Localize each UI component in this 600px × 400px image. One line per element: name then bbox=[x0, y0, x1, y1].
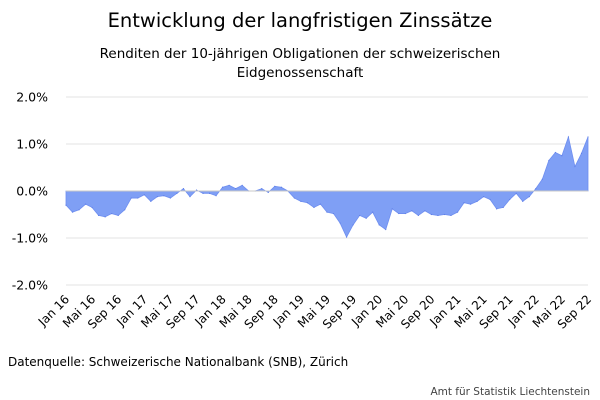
data-point bbox=[476, 200, 478, 202]
data-point bbox=[169, 197, 171, 199]
data-point bbox=[228, 184, 230, 186]
data-point bbox=[176, 192, 178, 194]
data-point bbox=[195, 189, 198, 191]
y-axis-tick-labels: -2.0% -1.0% 0.0% 1.0% 2.0% bbox=[12, 90, 48, 293]
data-point bbox=[306, 202, 309, 204]
data-point bbox=[215, 195, 217, 197]
data-point bbox=[417, 214, 419, 217]
data-point bbox=[352, 224, 354, 226]
data-point bbox=[130, 197, 132, 199]
y-tick-label: 1.0% bbox=[16, 137, 48, 152]
data-point bbox=[483, 196, 485, 198]
data-point bbox=[137, 197, 139, 199]
data-point bbox=[509, 198, 511, 201]
data-point bbox=[496, 208, 498, 210]
data-point bbox=[280, 186, 282, 188]
data-point bbox=[463, 202, 465, 204]
data-point bbox=[580, 152, 583, 154]
data-point bbox=[267, 191, 269, 194]
data-point bbox=[339, 222, 341, 224]
data-point bbox=[104, 216, 106, 218]
data-point bbox=[117, 214, 119, 217]
data-point bbox=[241, 184, 243, 186]
chart-subtitle-line1: Renditen der 10-jährigen Obligationen de… bbox=[100, 46, 501, 62]
data-point bbox=[319, 203, 322, 205]
data-point bbox=[156, 196, 158, 198]
data-point bbox=[365, 217, 367, 219]
data-point bbox=[326, 211, 328, 213]
data-point bbox=[587, 136, 589, 138]
data-point bbox=[502, 206, 504, 209]
data-point bbox=[84, 203, 87, 205]
data-point bbox=[78, 209, 80, 211]
data-point bbox=[515, 192, 517, 194]
data-point bbox=[437, 214, 439, 217]
data-point bbox=[561, 155, 563, 157]
data-point bbox=[385, 228, 387, 231]
data-point bbox=[345, 236, 348, 238]
data-point bbox=[378, 224, 380, 226]
data-point bbox=[111, 212, 113, 215]
data-point bbox=[574, 165, 576, 168]
data-point bbox=[98, 214, 100, 217]
data-point bbox=[456, 211, 459, 213]
data-point bbox=[163, 195, 165, 197]
data-point bbox=[182, 188, 185, 190]
data-point bbox=[359, 214, 361, 217]
data-point bbox=[541, 178, 543, 180]
data-point bbox=[443, 213, 446, 216]
data-point bbox=[65, 204, 67, 206]
data-point bbox=[91, 206, 93, 209]
data-source: Datenquelle: Schweizerische Nationalbank… bbox=[8, 355, 348, 369]
data-point bbox=[274, 185, 276, 187]
chart-title: Entwicklung der langfristigen Zinssätze bbox=[108, 9, 493, 32]
data-point bbox=[528, 196, 530, 198]
data-point bbox=[208, 192, 211, 194]
data-point bbox=[398, 212, 400, 215]
data-point bbox=[391, 208, 393, 210]
data-point bbox=[143, 194, 145, 196]
data-point bbox=[261, 188, 263, 190]
data-point bbox=[71, 211, 74, 213]
data-point bbox=[554, 151, 556, 154]
credit: Amt für Statistik Liechtenstein bbox=[430, 386, 590, 398]
data-point bbox=[567, 136, 570, 138]
data-point bbox=[150, 200, 152, 202]
data-point bbox=[189, 196, 191, 198]
data-point bbox=[469, 203, 472, 205]
data-point bbox=[424, 210, 426, 212]
data-point bbox=[489, 198, 491, 201]
data-point bbox=[522, 200, 524, 202]
chart-subtitle-line2: Eidgenossenschaft bbox=[237, 65, 364, 81]
data-point bbox=[293, 197, 295, 199]
data-point bbox=[313, 206, 315, 209]
data-point bbox=[300, 200, 302, 202]
data-point bbox=[202, 192, 204, 194]
yield-area-series bbox=[65, 135, 589, 238]
y-tick-label: 2.0% bbox=[16, 90, 48, 105]
data-point bbox=[332, 212, 335, 215]
data-point bbox=[411, 210, 413, 212]
y-tick-label: 0.0% bbox=[16, 184, 48, 199]
data-point bbox=[548, 159, 550, 162]
data-point bbox=[535, 188, 537, 190]
data-point bbox=[235, 188, 237, 190]
data-point bbox=[372, 211, 374, 213]
data-point bbox=[124, 209, 126, 211]
plot-area bbox=[65, 135, 589, 238]
data-point bbox=[430, 213, 432, 216]
data-point bbox=[222, 186, 224, 188]
y-tick-label: -1.0% bbox=[12, 231, 48, 246]
data-point bbox=[404, 212, 406, 215]
data-point bbox=[450, 214, 452, 217]
y-tick-label: -2.0% bbox=[12, 278, 48, 293]
